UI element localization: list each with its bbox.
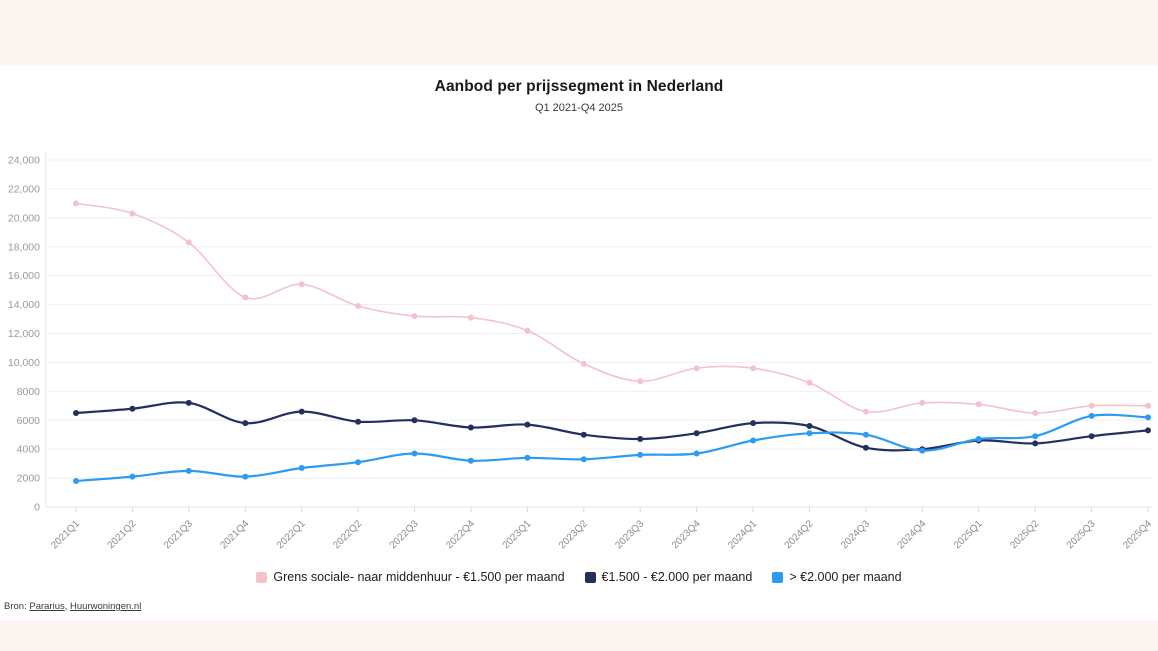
y-axis-labels: 0 2000 4000 6000 8000 10,000 12,000 14,000 16,00… <box>8 155 40 514</box>
series-markers-grens-sociale-naar-middenhuur <box>73 200 1151 416</box>
legend-swatch-pink <box>256 571 268 583</box>
svg-text:20,000: 20,000 <box>8 212 40 224</box>
series-1500-2000-per-maand <box>73 399 1151 453</box>
svg-text:2021Q4: 2021Q4 <box>218 518 251 551</box>
svg-text:16,000: 16,000 <box>8 270 40 282</box>
series-line-grens-sociale-naar-middenhuur <box>75 202 1149 414</box>
chart-subtitle: Q1 2021-Q4 2025 <box>534 102 624 114</box>
svg-text:2023Q4: 2023Q4 <box>670 518 703 551</box>
svg-text:2025Q2: 2025Q2 <box>1008 518 1041 551</box>
gridlines <box>46 159 1152 508</box>
svg-text:0: 0 <box>34 502 40 514</box>
svg-text:2022Q3: 2022Q3 <box>388 518 421 551</box>
svg-text:2024Q3: 2024Q3 <box>839 518 872 551</box>
svg-text:10,000: 10,000 <box>8 357 40 369</box>
svg-text:2000: 2000 <box>17 473 41 485</box>
series-line-1500-2000-per-maand <box>74 401 1150 452</box>
svg-text:6000: 6000 <box>17 415 41 427</box>
series-markers-boven-2000-per-maand <box>73 412 1151 484</box>
legend-label: Grens sociale- naar middenhuur - €1.500 … <box>273 570 565 584</box>
source-link-pararius[interactable]: Pararius <box>29 601 65 612</box>
legend-swatch-navy <box>584 571 596 583</box>
x-axis-labels: 2021Q1 2021Q2 2021Q3 2021Q4 2022Q1 2022Q2 2022… <box>49 518 1154 551</box>
legend-item-grens-sociale[interactable]: Grens sociale- naar middenhuur - €1.500 … <box>256 570 565 584</box>
svg-text:8000: 8000 <box>17 386 41 398</box>
source-separator: , <box>64 601 71 612</box>
svg-text:2025Q3: 2025Q3 <box>1065 518 1098 551</box>
source-note: Bron: Pararius, Huurwoningen.nl <box>4 601 141 612</box>
svg-text:2021Q1: 2021Q1 <box>49 518 82 551</box>
svg-text:2025Q4: 2025Q4 <box>1121 518 1154 551</box>
svg-text:2023Q2: 2023Q2 <box>557 518 590 551</box>
svg-text:2023Q1: 2023Q1 <box>501 518 534 551</box>
svg-text:24,000: 24,000 <box>8 155 40 167</box>
series-grens-sociale-naar-middenhuur <box>73 200 1151 416</box>
svg-text:12,000: 12,000 <box>8 328 40 340</box>
svg-text:2022Q4: 2022Q4 <box>444 518 477 551</box>
svg-text:4000: 4000 <box>17 444 41 456</box>
line-chart: 0 2000 4000 6000 8000 10,000 12,000 14,000 16,00… <box>8 152 1154 551</box>
legend-label: > €2.000 per maand <box>789 570 902 584</box>
svg-text:2024Q4: 2024Q4 <box>895 518 928 551</box>
svg-text:18,000: 18,000 <box>8 241 40 253</box>
legend-item-1500-2000[interactable]: €1.500 - €2.000 per maand <box>584 570 753 584</box>
chart-card <box>0 65 1158 620</box>
svg-text:2023Q3: 2023Q3 <box>613 518 646 551</box>
svg-text:2025Q1: 2025Q1 <box>952 518 985 551</box>
svg-text:2022Q2: 2022Q2 <box>331 518 364 551</box>
source-link-huurwoningen[interactable]: Huurwoningen.nl <box>70 601 142 612</box>
svg-text:2022Q1: 2022Q1 <box>275 518 308 551</box>
svg-text:2021Q2: 2021Q2 <box>106 518 139 551</box>
series-markers-1500-2000-per-maand <box>73 399 1151 453</box>
legend-label: €1.500 - €2.000 per maand <box>601 570 753 584</box>
x-axis-ticks <box>75 507 1149 512</box>
chart-legend: Grens sociale- naar middenhuur - €1.500 … <box>0 570 1158 584</box>
svg-text:22,000: 22,000 <box>8 183 40 195</box>
svg-text:14,000: 14,000 <box>8 299 40 311</box>
series-boven-2000-per-maand <box>73 412 1151 484</box>
chart-title: Aanbod per prijssegment in Nederland <box>434 78 724 95</box>
source-label: Bron: <box>4 601 27 612</box>
svg-text:2021Q3: 2021Q3 <box>162 518 195 551</box>
svg-text:2024Q1: 2024Q1 <box>726 518 759 551</box>
legend-item-boven-2000[interactable]: > €2.000 per maand <box>772 570 902 584</box>
series-line-boven-2000-per-maand <box>74 413 1150 483</box>
legend-swatch-blue <box>772 571 784 583</box>
svg-text:2024Q2: 2024Q2 <box>783 518 816 551</box>
